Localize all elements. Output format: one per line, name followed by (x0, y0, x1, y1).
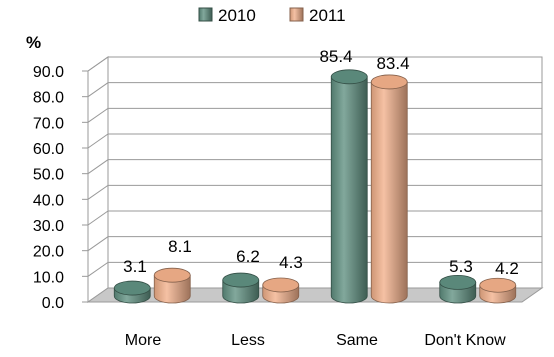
data-label: 4.3 (279, 253, 303, 272)
legend-swatch (289, 7, 304, 22)
chart-side-wall (87, 56, 109, 303)
data-label: 5.3 (449, 257, 473, 276)
gridline (87, 56, 542, 72)
y-tick-label: 30.0 (33, 218, 64, 235)
legend-label: 2010 (218, 6, 256, 25)
bar-2011-less (262, 277, 300, 304)
data-label: 4.2 (495, 259, 519, 278)
bar-2010-more (113, 280, 151, 304)
bar-2011-more (153, 267, 191, 304)
data-label: 6.2 (236, 247, 260, 266)
legend-item-2011: 2011 (289, 6, 346, 25)
y-tick-label: 80.0 (33, 90, 64, 107)
y-axis-label: % (26, 33, 41, 52)
x-category-label: Same (336, 332, 378, 349)
y-tick-label: 10.0 (33, 269, 64, 286)
bar-2011-don-t-know (479, 277, 517, 304)
y-tick-label: 90.0 (33, 64, 64, 81)
data-label: 3.1 (123, 257, 147, 276)
x-category-label: Don't Know (424, 332, 506, 349)
x-category-label: Less (231, 332, 265, 349)
y-tick-label: 0.0 (42, 295, 64, 312)
y-tick-label: 50.0 (33, 167, 64, 184)
data-label: 8.1 (168, 237, 192, 256)
bar-2010-less (222, 272, 260, 304)
x-category-label: More (125, 332, 162, 349)
bar-2010-same (330, 69, 368, 304)
legend-item-2010: 2010 (198, 6, 256, 25)
legend-swatch (198, 7, 213, 22)
y-tick-label: 70.0 (33, 115, 64, 132)
chart-floor (86, 287, 544, 303)
legend-label: 2011 (309, 6, 346, 25)
y-tick-label: 40.0 (33, 192, 64, 209)
y-tick-label: 60.0 (33, 141, 64, 158)
bar-2011-same (370, 74, 408, 304)
bar-2010-don-t-know (439, 274, 477, 304)
y-tick-label: 20.0 (33, 244, 64, 261)
data-label: 83.4 (376, 54, 409, 73)
data-label: 85.4 (319, 47, 352, 66)
